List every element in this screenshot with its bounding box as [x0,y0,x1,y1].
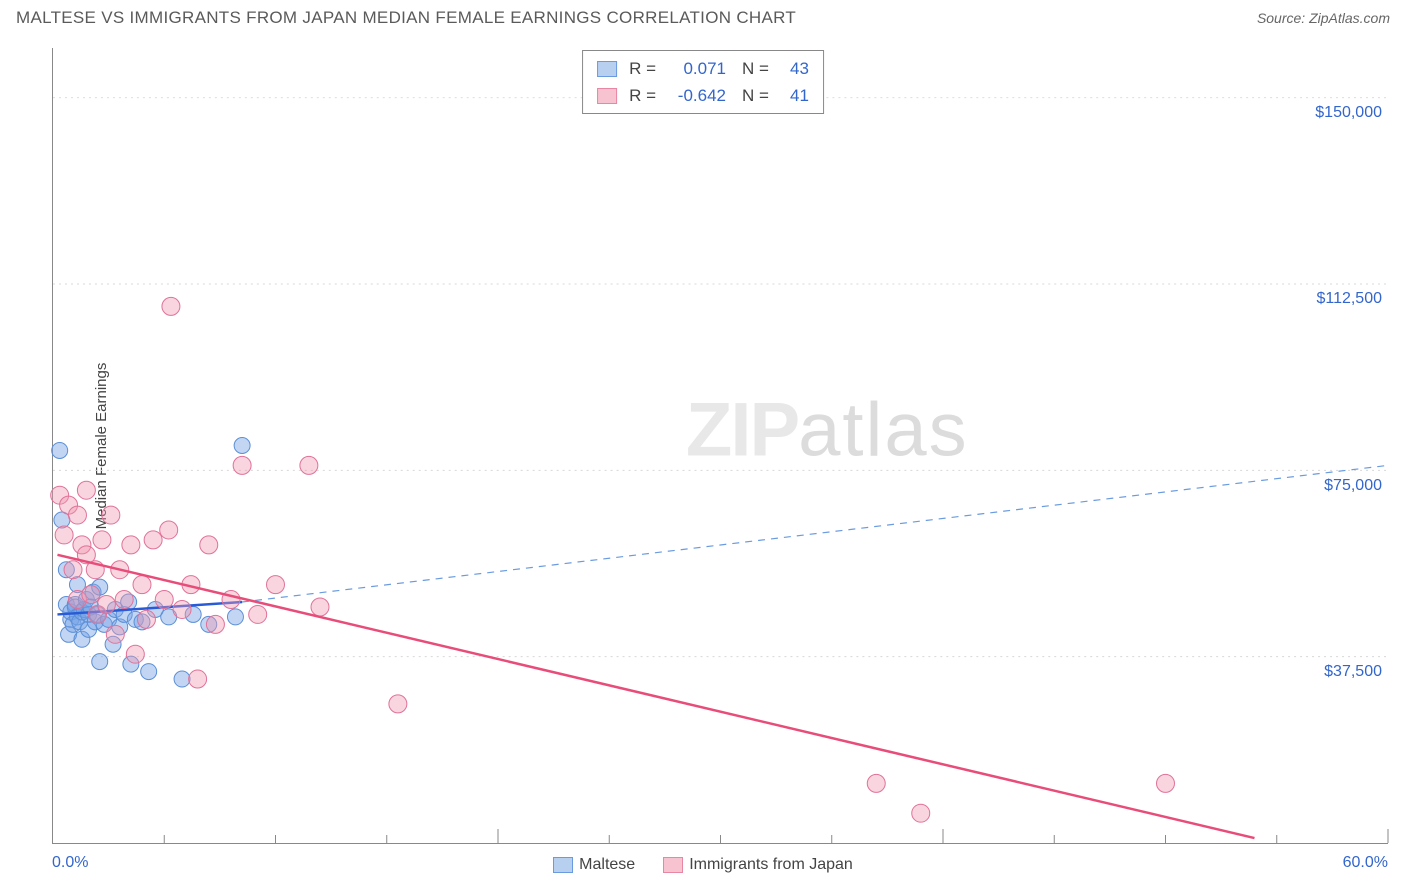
legend-swatch [597,88,617,104]
watermark-light: atlas [798,387,969,472]
data-point [102,506,120,524]
n-value: 43 [775,55,809,82]
data-point [1157,774,1175,792]
correlation-legend-row: R =0.071 N =43 [597,55,809,82]
data-point [162,297,180,315]
r-label: R = [629,55,656,82]
data-point [267,576,285,594]
n-label: N = [742,82,769,109]
y-tick-label: $150,000 [1315,104,1382,122]
data-point [97,596,115,614]
y-tick-label: $75,000 [1324,477,1382,495]
data-point [126,645,144,663]
data-point [64,561,82,579]
data-point [115,591,133,609]
data-point [300,456,318,474]
n-label: N = [742,55,769,82]
legend-item: Maltese [553,856,635,874]
data-point [206,615,224,633]
data-point [77,481,95,499]
data-point [55,526,73,544]
watermark-bold: ZIP [686,387,798,472]
trend-line-dashed [242,465,1388,602]
data-point [144,531,162,549]
legend-swatch [597,61,617,77]
data-point [82,586,100,604]
chart-plot-area: ZIPatlas $37,500 $75,000 $112,500 $150,000 [52,48,1388,844]
legend-swatch [553,857,573,873]
legend-swatch [663,857,683,873]
data-point [133,576,151,594]
data-point [189,670,207,688]
watermark: ZIPatlas [686,386,969,473]
series-legend: Maltese Immigrants from Japan [0,856,1406,874]
data-point [137,610,155,628]
chart-title: MALTESE VS IMMIGRANTS FROM JAPAN MEDIAN … [16,8,796,28]
r-value: -0.642 [662,82,726,109]
data-point [155,591,173,609]
data-point [233,456,251,474]
data-point [249,605,267,623]
data-point [389,695,407,713]
data-point [311,598,329,616]
data-point [227,609,243,625]
legend-label: Maltese [579,856,635,873]
data-point [106,625,124,643]
r-label: R = [629,82,656,109]
data-point [92,654,108,670]
legend-label: Immigrants from Japan [689,856,853,873]
data-point [141,664,157,680]
data-point [52,442,68,458]
data-point [68,506,86,524]
n-value: 41 [775,82,809,109]
data-point [912,804,930,822]
data-point [867,774,885,792]
data-point [122,536,140,554]
legend-item: Immigrants from Japan [663,856,853,874]
trend-line [57,555,1254,838]
data-point [200,536,218,554]
source-label: Source: ZipAtlas.com [1257,10,1390,26]
r-value: 0.071 [662,55,726,82]
data-point [234,438,250,454]
correlation-legend-row: R =-0.642 N =41 [597,82,809,109]
correlation-legend-box: R =0.071 N =43 R =-0.642 N =41 [582,50,824,114]
y-tick-label: $37,500 [1324,663,1382,681]
y-tick-label: $112,500 [1316,290,1382,308]
data-point [174,671,190,687]
data-point [93,531,111,549]
data-point [173,600,191,618]
data-point [160,521,178,539]
